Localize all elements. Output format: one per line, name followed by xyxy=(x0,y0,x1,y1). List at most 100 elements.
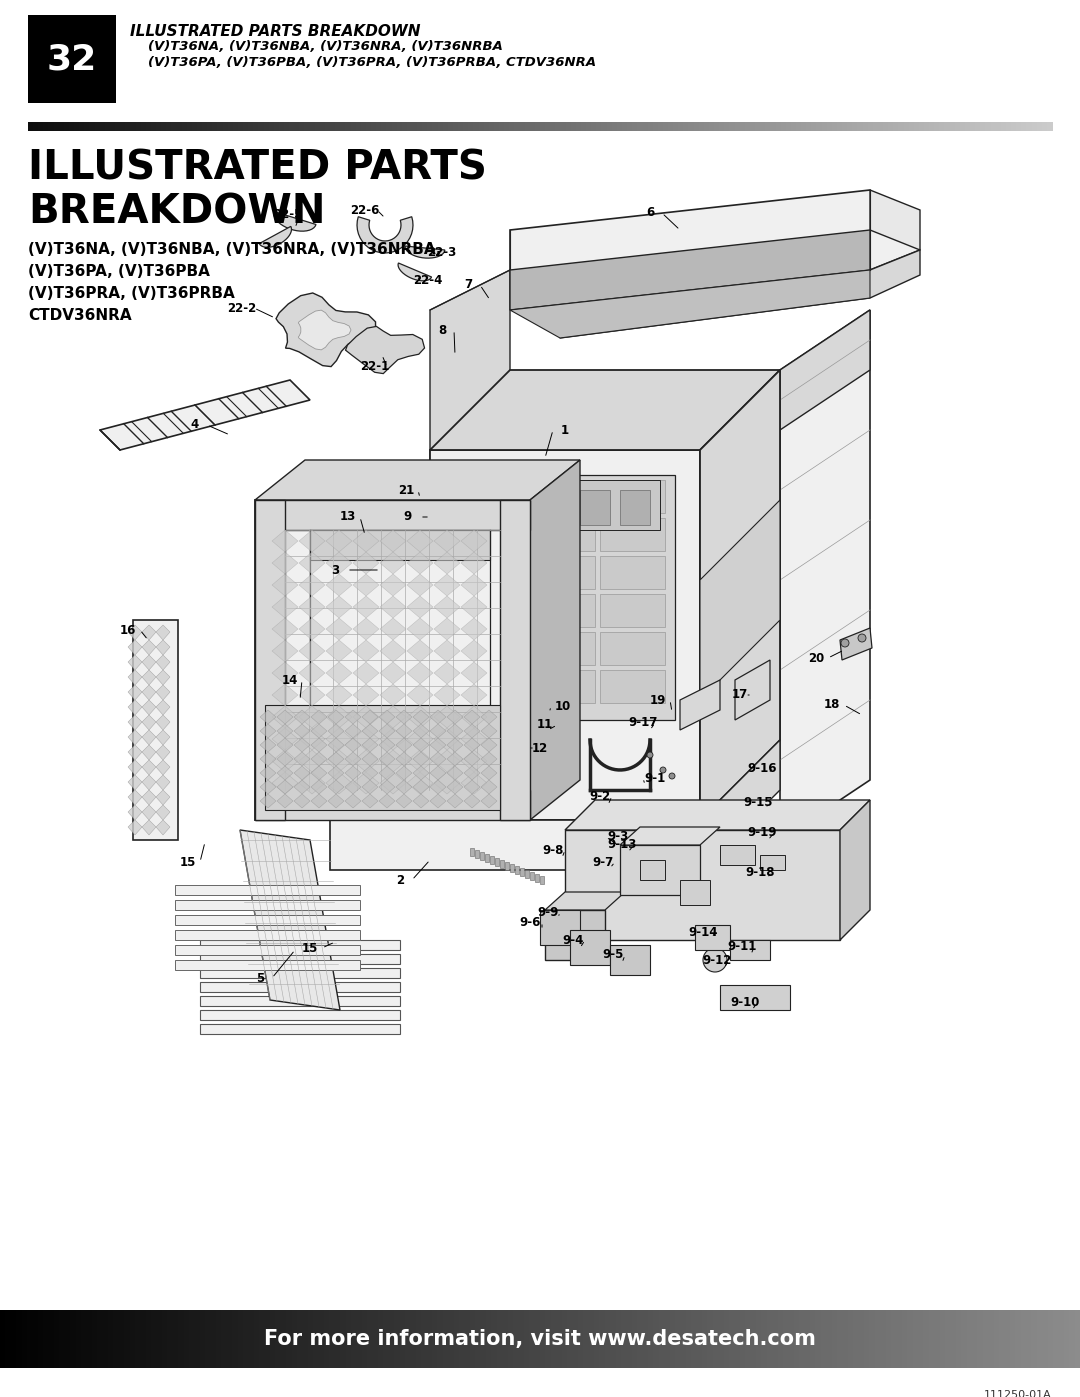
Bar xyxy=(281,1310,287,1368)
Bar xyxy=(796,122,801,131)
Text: 9-2: 9-2 xyxy=(590,789,610,802)
Polygon shape xyxy=(396,738,411,752)
Bar xyxy=(985,122,991,131)
Bar xyxy=(389,1310,395,1368)
Polygon shape xyxy=(141,715,156,731)
Bar xyxy=(346,122,351,131)
Bar xyxy=(888,122,894,131)
Bar xyxy=(217,122,224,131)
Polygon shape xyxy=(299,574,325,597)
Polygon shape xyxy=(311,724,327,738)
Polygon shape xyxy=(129,685,141,700)
Polygon shape xyxy=(129,789,141,805)
Bar xyxy=(811,122,816,131)
Polygon shape xyxy=(510,231,870,310)
Bar xyxy=(140,122,146,131)
Bar xyxy=(110,122,116,131)
Bar xyxy=(545,122,551,131)
Bar xyxy=(658,122,663,131)
Polygon shape xyxy=(299,685,325,705)
Polygon shape xyxy=(294,724,310,738)
Bar xyxy=(130,1310,136,1368)
Bar xyxy=(405,1310,411,1368)
Polygon shape xyxy=(326,552,352,574)
Bar xyxy=(485,854,489,862)
Bar xyxy=(113,1310,120,1368)
Polygon shape xyxy=(380,662,406,685)
Bar xyxy=(714,122,719,131)
Bar xyxy=(994,1310,1000,1368)
Polygon shape xyxy=(353,552,379,574)
Polygon shape xyxy=(298,310,351,349)
Bar xyxy=(243,1310,249,1368)
Bar xyxy=(788,1310,795,1368)
Bar xyxy=(1016,122,1022,131)
Polygon shape xyxy=(141,805,156,820)
Bar xyxy=(873,122,878,131)
Bar xyxy=(422,122,428,131)
Bar xyxy=(566,122,571,131)
Polygon shape xyxy=(156,775,170,789)
Bar xyxy=(305,122,310,131)
Polygon shape xyxy=(461,773,487,793)
Bar xyxy=(955,122,960,131)
Bar xyxy=(678,122,684,131)
Text: 19: 19 xyxy=(650,693,666,707)
Polygon shape xyxy=(255,789,530,820)
Polygon shape xyxy=(434,728,460,750)
Bar xyxy=(383,1310,390,1368)
Bar xyxy=(243,122,248,131)
Polygon shape xyxy=(461,574,487,597)
Bar xyxy=(867,122,874,131)
Bar xyxy=(265,1310,271,1368)
Polygon shape xyxy=(407,640,433,662)
Polygon shape xyxy=(460,518,525,550)
Bar xyxy=(880,1310,887,1368)
Bar xyxy=(556,1310,563,1368)
Polygon shape xyxy=(430,793,446,807)
Bar xyxy=(626,1310,633,1368)
Polygon shape xyxy=(272,597,298,617)
Bar xyxy=(519,122,525,131)
Bar xyxy=(616,1310,622,1368)
Polygon shape xyxy=(141,760,156,775)
Polygon shape xyxy=(299,728,325,750)
Bar xyxy=(981,122,986,131)
Bar xyxy=(458,122,463,131)
Bar xyxy=(432,122,438,131)
Bar xyxy=(202,122,207,131)
Bar xyxy=(883,122,889,131)
Bar xyxy=(822,122,827,131)
Bar xyxy=(826,122,833,131)
Bar xyxy=(899,122,904,131)
Polygon shape xyxy=(299,750,325,773)
Bar xyxy=(325,122,330,131)
Text: 9-1: 9-1 xyxy=(645,771,665,785)
Bar xyxy=(248,1310,255,1368)
Polygon shape xyxy=(379,738,395,752)
Bar xyxy=(535,875,539,882)
Polygon shape xyxy=(156,820,170,835)
Polygon shape xyxy=(430,752,446,766)
Bar xyxy=(443,122,448,131)
Bar xyxy=(1021,1310,1027,1368)
Polygon shape xyxy=(447,752,463,766)
Text: 9-9: 9-9 xyxy=(538,905,558,918)
Polygon shape xyxy=(326,662,352,685)
Bar xyxy=(396,122,402,131)
Polygon shape xyxy=(407,750,433,773)
Bar xyxy=(675,1310,681,1368)
Polygon shape xyxy=(156,685,170,700)
Bar xyxy=(486,1310,492,1368)
Polygon shape xyxy=(413,710,429,724)
Bar xyxy=(708,122,715,131)
Polygon shape xyxy=(380,597,406,617)
Text: (V)T36PA, (V)T36PBA: (V)T36PA, (V)T36PBA xyxy=(28,264,210,279)
Text: 22-1: 22-1 xyxy=(361,360,390,373)
Polygon shape xyxy=(260,793,276,807)
Bar xyxy=(499,122,504,131)
Polygon shape xyxy=(326,640,352,662)
Polygon shape xyxy=(565,800,870,830)
Bar xyxy=(751,1310,757,1368)
Bar xyxy=(27,1310,33,1368)
